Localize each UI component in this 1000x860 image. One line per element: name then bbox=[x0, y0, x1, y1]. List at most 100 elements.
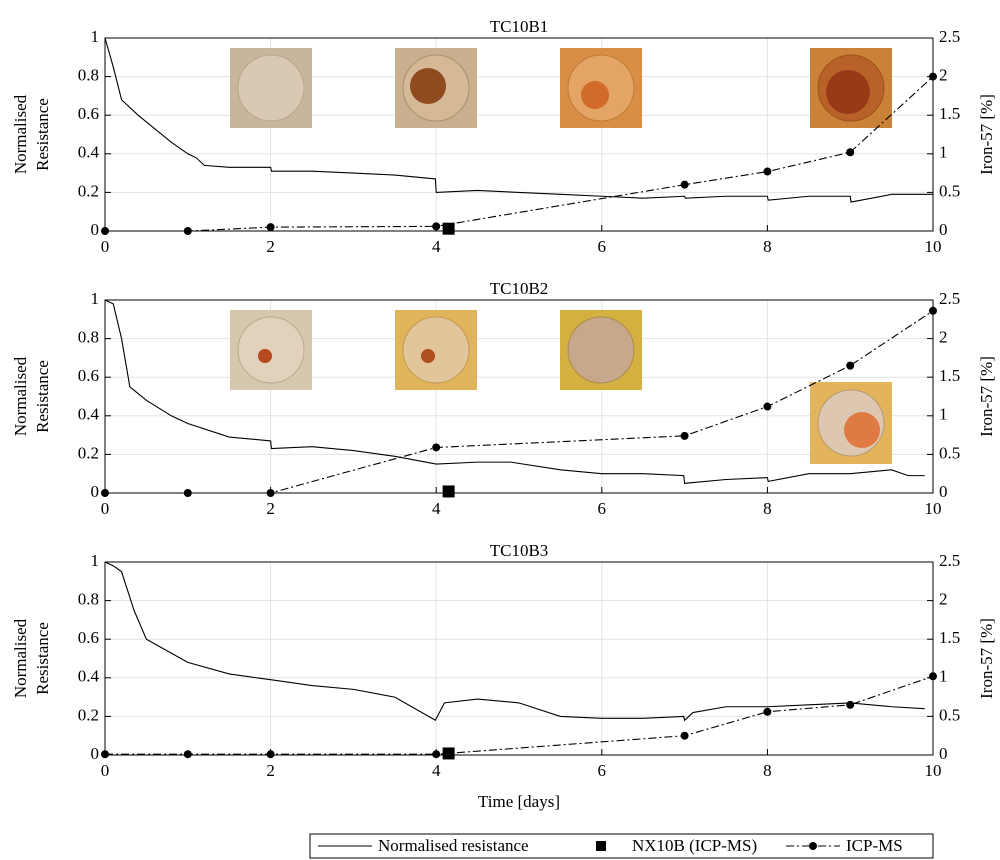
photo-sample bbox=[238, 55, 304, 121]
data-point bbox=[846, 362, 854, 370]
figure: TC10B1024681000.20.40.60.8100.511.522.5N… bbox=[0, 0, 1000, 860]
legend: Normalised resistance NX10B (ICP-MS) ICP… bbox=[310, 834, 933, 858]
data-point bbox=[443, 485, 455, 497]
legend-label: NX10B (ICP-MS) bbox=[632, 836, 757, 855]
x-tick-label: 8 bbox=[763, 237, 772, 256]
y-tick-label: 0.8 bbox=[78, 590, 99, 609]
data-point bbox=[846, 701, 854, 709]
y-axis-label: Resistance bbox=[33, 622, 52, 695]
photo-stain bbox=[410, 68, 446, 104]
photo-stain bbox=[258, 349, 272, 363]
y2-tick-label: 2 bbox=[939, 66, 948, 85]
y-axis-label: Normalised bbox=[11, 94, 30, 174]
data-point bbox=[432, 750, 440, 758]
photo-stain bbox=[581, 81, 609, 109]
y2-tick-label: 0 bbox=[939, 744, 948, 763]
y-tick-label: 0.4 bbox=[78, 405, 100, 424]
data-point bbox=[763, 403, 771, 411]
y2-tick-label: 0.5 bbox=[939, 443, 960, 462]
chart-title: TC10B2 bbox=[490, 279, 549, 298]
y-axis-label: Resistance bbox=[33, 98, 52, 171]
y-tick-label: 0.6 bbox=[78, 366, 99, 385]
data-point bbox=[681, 432, 689, 440]
x-tick-label: 6 bbox=[598, 499, 607, 518]
y-tick-label: 0.8 bbox=[78, 66, 99, 85]
data-point bbox=[432, 222, 440, 230]
data-point bbox=[681, 732, 689, 740]
y2-tick-label: 1 bbox=[939, 143, 948, 162]
y-tick-label: 1 bbox=[91, 289, 100, 308]
data-point bbox=[184, 750, 192, 758]
x-tick-label: 4 bbox=[432, 761, 441, 780]
data-point bbox=[929, 672, 937, 680]
y-tick-label: 0.2 bbox=[78, 705, 99, 724]
y2-tick-label: 0 bbox=[939, 220, 948, 239]
y-axis-label: Resistance bbox=[33, 360, 52, 433]
x-tick-label: 2 bbox=[266, 499, 275, 518]
y-tick-label: 0 bbox=[91, 482, 100, 501]
y2-tick-label: 2.5 bbox=[939, 27, 960, 46]
y2-tick-label: 1.5 bbox=[939, 366, 960, 385]
y-tick-label: 1 bbox=[91, 551, 100, 570]
legend-circle-sample bbox=[809, 842, 817, 850]
y-tick-label: 0.4 bbox=[78, 143, 100, 162]
y2-axis-label: Iron-57 [%] bbox=[977, 356, 996, 437]
data-point bbox=[267, 223, 275, 231]
y-tick-label: 0.4 bbox=[78, 667, 100, 686]
data-point bbox=[184, 227, 192, 235]
data-point bbox=[763, 708, 771, 716]
y2-axis-label: Iron-57 [%] bbox=[977, 94, 996, 175]
legend-label: ICP-MS bbox=[846, 836, 903, 855]
data-point bbox=[267, 750, 275, 758]
y-tick-label: 0 bbox=[91, 220, 100, 239]
series bbox=[443, 485, 455, 497]
x-tick-label: 2 bbox=[266, 237, 275, 256]
y2-tick-label: 2 bbox=[939, 328, 948, 347]
data-point bbox=[101, 227, 109, 235]
legend-square-sample bbox=[596, 841, 606, 851]
y-tick-label: 0 bbox=[91, 744, 100, 763]
x-tick-label: 2 bbox=[266, 761, 275, 780]
y-tick-label: 0.6 bbox=[78, 628, 99, 647]
x-tick-label: 10 bbox=[925, 761, 942, 780]
x-tick-label: 0 bbox=[101, 237, 110, 256]
data-point bbox=[101, 750, 109, 758]
data-point bbox=[929, 307, 937, 315]
x-tick-label: 6 bbox=[598, 237, 607, 256]
y2-tick-label: 1.5 bbox=[939, 628, 960, 647]
y2-tick-label: 0.5 bbox=[939, 181, 960, 200]
x-tick-label: 4 bbox=[432, 237, 441, 256]
chart-title: TC10B1 bbox=[490, 17, 549, 36]
x-axis-label: Time [days] bbox=[478, 792, 560, 811]
photo-sample bbox=[568, 317, 634, 383]
y2-axis-label: Iron-57 [%] bbox=[977, 618, 996, 699]
y2-tick-label: 0 bbox=[939, 482, 948, 501]
data-point bbox=[763, 168, 771, 176]
y-axis-label: Normalised bbox=[11, 356, 30, 436]
data-point bbox=[681, 181, 689, 189]
data-point bbox=[929, 73, 937, 81]
photo-stain bbox=[421, 349, 435, 363]
data-point bbox=[846, 148, 854, 156]
legend-label: Normalised resistance bbox=[378, 836, 529, 855]
y-tick-label: 0.2 bbox=[78, 443, 99, 462]
y2-tick-label: 2.5 bbox=[939, 551, 960, 570]
y-tick-label: 0.2 bbox=[78, 181, 99, 200]
chart-title: TC10B3 bbox=[490, 541, 549, 560]
y-tick-label: 1 bbox=[91, 27, 100, 46]
x-tick-label: 4 bbox=[432, 499, 441, 518]
data-point bbox=[267, 489, 275, 497]
x-tick-label: 8 bbox=[763, 499, 772, 518]
y2-tick-label: 0.5 bbox=[939, 705, 960, 724]
data-point bbox=[432, 443, 440, 451]
data-point bbox=[184, 489, 192, 497]
y-tick-label: 0.8 bbox=[78, 328, 99, 347]
y2-tick-label: 1 bbox=[939, 667, 948, 686]
y2-tick-label: 1.5 bbox=[939, 104, 960, 123]
photo-sample bbox=[238, 317, 304, 383]
x-tick-label: 8 bbox=[763, 761, 772, 780]
photo-stain bbox=[826, 70, 870, 114]
photo-sample bbox=[403, 317, 469, 383]
photo-stain bbox=[844, 412, 880, 448]
x-tick-label: 10 bbox=[925, 499, 942, 518]
